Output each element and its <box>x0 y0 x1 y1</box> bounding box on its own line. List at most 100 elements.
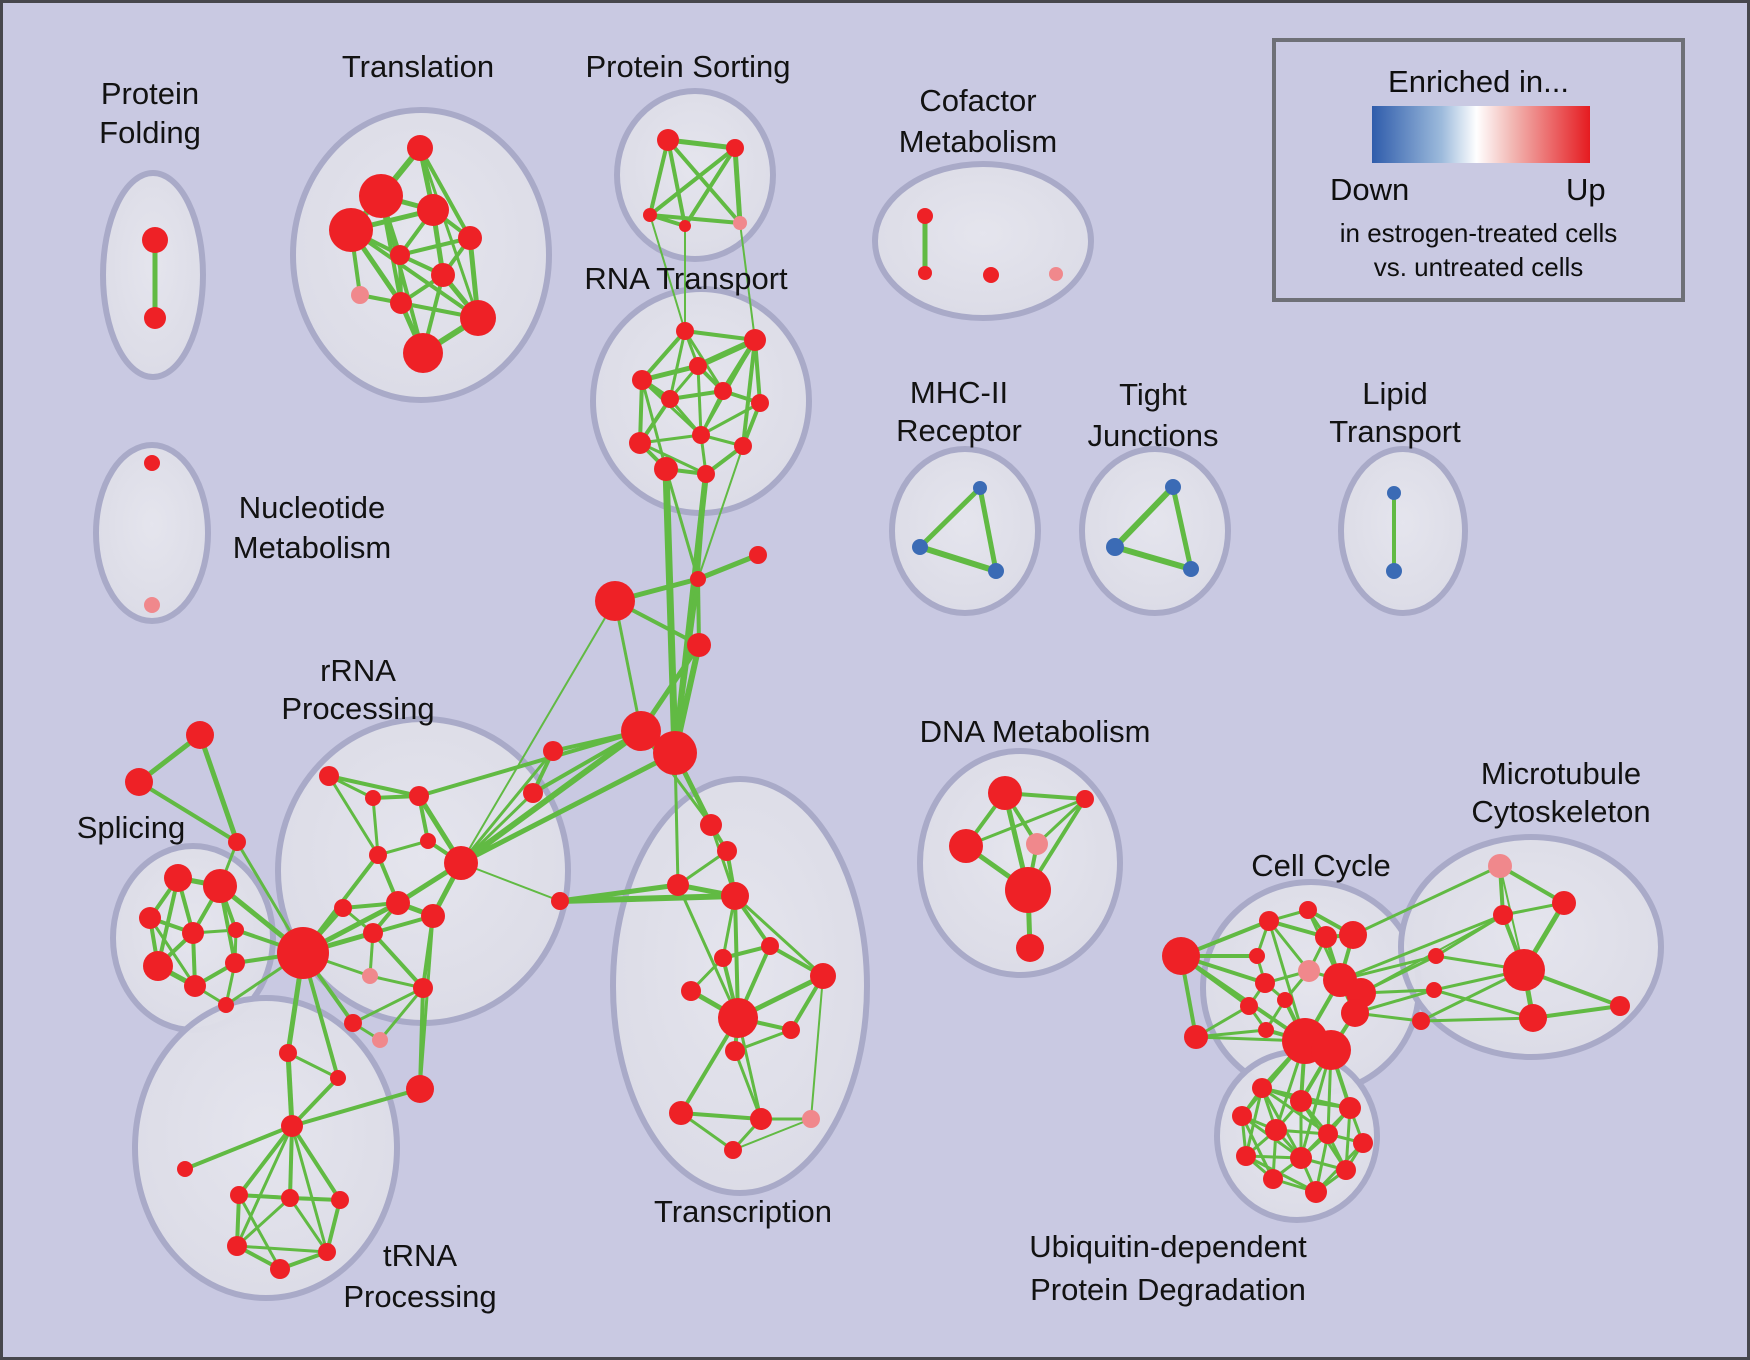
node-x0 <box>700 814 722 836</box>
edge-x2-x9 <box>676 884 740 1019</box>
cluster-lipid-transport-label-line1: Lipid <box>1362 376 1428 411</box>
cluster-rna-transport-label-line1: RNA Transport <box>584 261 788 296</box>
edge-rt2-rt7 <box>696 365 703 436</box>
node-nu1 <box>144 597 160 613</box>
node-sp6 <box>184 975 206 997</box>
edge-mid0-rt12 <box>697 552 759 582</box>
edge-mc6-mc7 <box>1420 1016 1534 1023</box>
node-q1 <box>365 790 381 806</box>
node-x10 <box>782 1021 800 1039</box>
node-cc0 <box>1162 937 1200 975</box>
node-rt8 <box>629 432 651 454</box>
edge-u0-u1 <box>184 1124 293 1171</box>
node-tr2 <box>417 194 449 226</box>
node-q0 <box>319 766 339 786</box>
cluster-cell-cycle-label-line1: Cell Cycle <box>1251 848 1391 883</box>
edge-ps1-ps3 <box>683 146 737 228</box>
node-tr7 <box>351 286 369 304</box>
node-rt12 <box>749 546 767 564</box>
cluster-labels: Protein Folding Translation Protein Sorting… <box>77 49 1651 1314</box>
edge-u2-u7 <box>237 1194 282 1270</box>
node-x5 <box>714 949 732 967</box>
node-q4 <box>420 833 436 849</box>
legend-caption-line1: in estrogen-treated cells <box>1339 218 1618 248</box>
cluster-microtubule-cytoskeleton-label-line2: Cytoskeleton <box>1471 794 1650 829</box>
cluster-cofactor-metabolism-label-line2: Metabolism <box>899 124 1058 159</box>
edge-q11-u10 <box>418 987 425 1090</box>
node-cc11 <box>1258 1022 1274 1038</box>
edge-u9-u0 <box>290 1076 340 1128</box>
cluster-dna-metabolism-label-line1: DNA Metabolism <box>920 714 1151 749</box>
node-ub8 <box>1290 1147 1312 1169</box>
node-rt10 <box>654 457 678 481</box>
edge-mh0-mh2 <box>977 487 999 572</box>
node-q13 <box>344 1014 362 1032</box>
node-dn4 <box>1005 867 1051 913</box>
edge-x14-x15 <box>732 1118 812 1151</box>
node-tg1 <box>125 768 153 796</box>
cluster-cofactor-metabolism-ellipse <box>872 161 1094 321</box>
node-rt5 <box>661 390 679 408</box>
edge-q1-q3 <box>371 797 380 856</box>
node-u0 <box>281 1115 303 1137</box>
node-q12 <box>372 1032 388 1048</box>
edge-ps0-ps3 <box>666 139 687 227</box>
edge-rt10-hub1 <box>662 468 679 754</box>
node-H <box>277 927 329 979</box>
edge-mc5-mc7 <box>1433 988 1534 1020</box>
node-q8 <box>421 904 445 928</box>
edge-tj0-tj1 <box>1112 484 1176 550</box>
node-q2 <box>409 786 429 806</box>
edge-u0-u5 <box>235 1125 294 1247</box>
node-u10 <box>406 1075 434 1103</box>
edge-rt6-rt7 <box>700 401 761 437</box>
node-qp <box>362 968 378 984</box>
node-x1 <box>717 841 737 861</box>
node-sp5 <box>143 951 173 981</box>
cluster-rrna-processing-label-line2: Processing <box>281 691 434 726</box>
cluster-mhc-ii-receptor-label-line2: Receptor <box>896 413 1022 448</box>
edge-ps1-ps2 <box>648 146 737 217</box>
node-u7 <box>270 1259 290 1279</box>
node-cc5 <box>1339 921 1367 949</box>
edge-u0-u10 <box>291 1087 421 1128</box>
cluster-cofactor-metabolism-label-line1: Cofactor <box>919 83 1036 118</box>
edge-tj1-tj2 <box>1114 544 1192 572</box>
cluster-mhc-ii-receptor-label-line1: MHC-II <box>910 375 1008 410</box>
node-mid0 <box>690 571 706 587</box>
edge-cc5-mc0 <box>1352 864 1501 937</box>
edge-ps0-ps2 <box>648 139 670 216</box>
node-mc6 <box>1412 1012 1430 1030</box>
node-cc7 <box>1298 960 1320 982</box>
node-ps4 <box>733 216 747 230</box>
node-u1 <box>177 1161 193 1177</box>
edge-rt0-rt5 <box>668 330 687 400</box>
edge-u5-u6 <box>236 1244 328 1254</box>
edge-sp0-sp5 <box>156 877 180 967</box>
node-hs1 <box>523 783 543 803</box>
node-q11 <box>413 978 433 998</box>
node-rt11 <box>697 465 715 483</box>
node-q9 <box>363 923 383 943</box>
node-ub3 <box>1232 1106 1252 1126</box>
node-tg2 <box>228 833 246 851</box>
node-dn0 <box>988 776 1022 810</box>
node-mc2 <box>1493 905 1513 925</box>
edge-hub1-q5 <box>459 750 677 866</box>
node-q6 <box>334 899 352 917</box>
node-cf1 <box>918 266 932 280</box>
node-mc5 <box>1426 982 1442 998</box>
node-u4 <box>331 1191 349 1209</box>
node-ub2 <box>1339 1097 1361 1119</box>
node-tj0 <box>1165 479 1181 495</box>
node-ub9 <box>1336 1160 1356 1180</box>
edge-ps2-ps4 <box>649 213 741 225</box>
node-rt4 <box>714 382 732 400</box>
node-x12 <box>669 1101 693 1125</box>
node-dn5 <box>1016 934 1044 962</box>
node-sp2 <box>139 907 161 929</box>
edge-cc0-cc15 <box>1179 954 1307 1043</box>
node-ub6 <box>1353 1133 1373 1153</box>
edge-u0-u2 <box>237 1124 294 1197</box>
node-u9 <box>330 1070 346 1086</box>
